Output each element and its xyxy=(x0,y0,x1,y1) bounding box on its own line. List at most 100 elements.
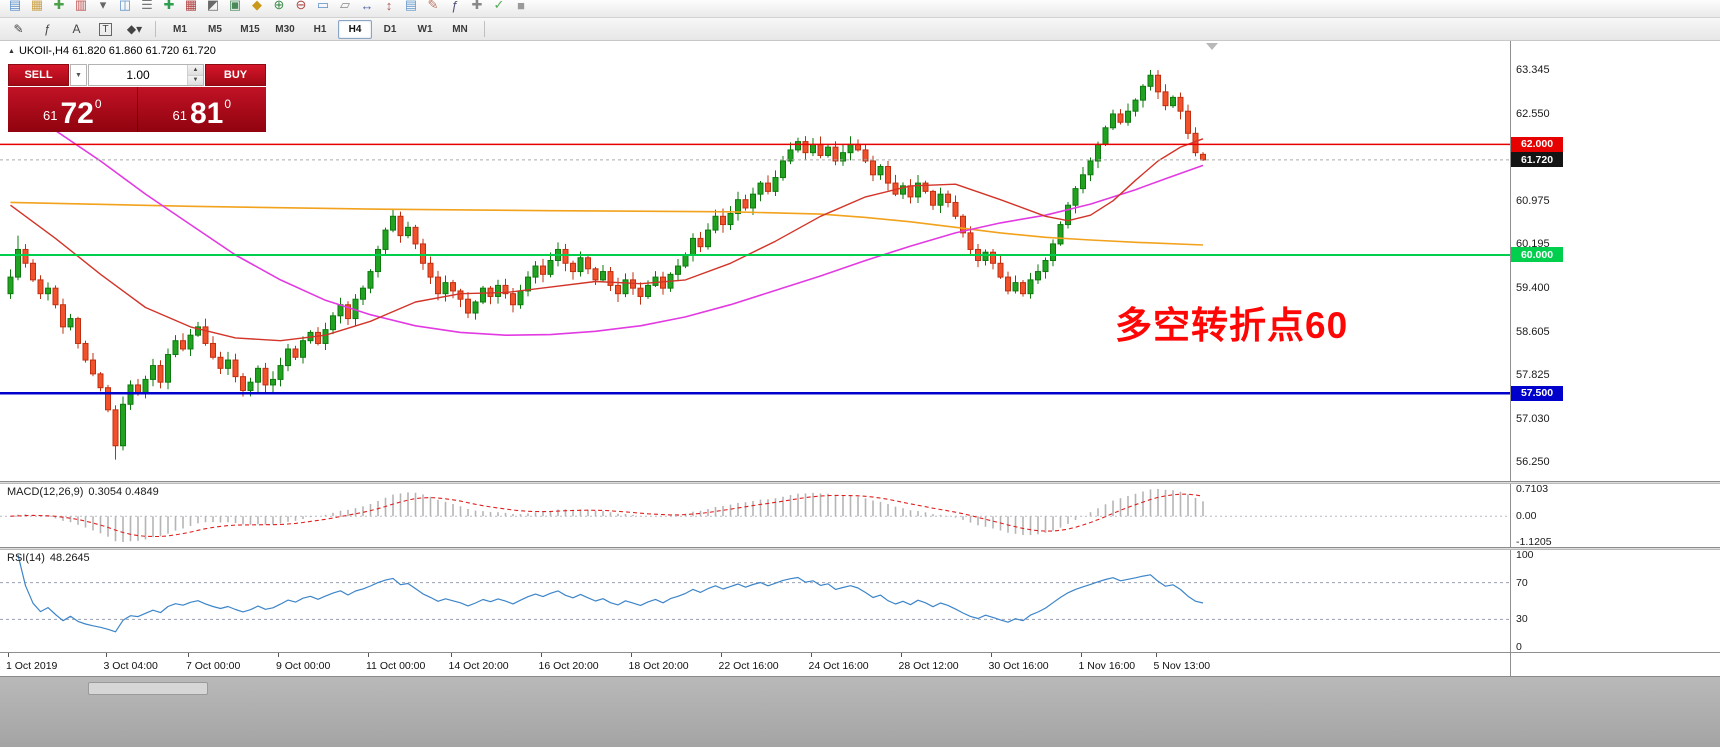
sell-button[interactable]: SELL xyxy=(8,64,69,86)
time-axis-tick xyxy=(105,653,107,657)
indicators-list-icon[interactable]: ƒ xyxy=(451,0,459,13)
time-axis-tick xyxy=(368,653,369,657)
time-axis-label: 1 Oct 2019 xyxy=(6,660,58,672)
order-type-dropdown[interactable]: ▼ xyxy=(70,64,87,86)
new-order-icon[interactable]: ✚ xyxy=(163,0,175,12)
time-axis-label: 22 Oct 16:00 xyxy=(718,660,779,672)
hline-575-tag: 57.500 xyxy=(1511,385,1563,401)
volume-down-button[interactable]: ▼ xyxy=(188,75,203,85)
macd-axis-label: 0.00 xyxy=(1516,510,1537,523)
text-icon[interactable]: A xyxy=(63,19,90,39)
rsi-panel[interactable]: RSI(14) 48.2645 100 70 30 0 xyxy=(0,549,1720,653)
timeframes-group: M1 M5 M15 M30 H1 H4 D1 W1 MN xyxy=(163,19,477,39)
options-icon[interactable]: ■ xyxy=(517,0,525,13)
price-axis-label: 60.195 xyxy=(1516,238,1550,251)
timeframe-m1[interactable]: M1 xyxy=(173,23,187,35)
hline-60-tag: 60.000 xyxy=(1511,247,1563,263)
candlestick-chart[interactable] xyxy=(0,41,1510,481)
price-axis-label: 57.030 xyxy=(1516,413,1550,426)
bid-price: 61 72 0 xyxy=(8,87,138,132)
time-axis-label: 18 Oct 20:00 xyxy=(628,660,689,672)
zoom-in-icon[interactable]: ⊕ xyxy=(273,0,285,12)
documents-icon[interactable]: ▤ xyxy=(404,0,418,12)
dropdown-icon[interactable]: ▾ xyxy=(99,0,107,12)
timeframe-m15[interactable]: M15 xyxy=(240,23,260,35)
text-icon: A xyxy=(72,22,81,36)
volume-box: ▲ ▼ xyxy=(88,64,204,86)
collapse-arrow-icon[interactable]: ▲ xyxy=(8,47,15,55)
timeframe-m5[interactable]: M5 xyxy=(208,23,222,35)
volume-up-button[interactable]: ▲ xyxy=(188,65,203,76)
timeframe-h4[interactable]: H4 xyxy=(338,19,372,39)
time-axis-tick xyxy=(8,653,9,657)
navigator-icon[interactable]: ◫ xyxy=(118,0,132,12)
volume-input[interactable] xyxy=(89,65,187,85)
price-axis-label: 56.250 xyxy=(1516,456,1550,469)
chart-shift-marker[interactable] xyxy=(1206,43,1218,50)
profiles-icon[interactable]: ▦ xyxy=(30,0,44,12)
shapes-icon[interactable]: ◆▾ xyxy=(121,19,148,39)
macd-chart[interactable] xyxy=(0,484,1510,547)
autotrading-icon[interactable]: ▦ xyxy=(184,0,198,12)
chart-area[interactable]: ▲ UKOIl-,H4 61.820 61.860 61.720 61.720 … xyxy=(0,41,1720,481)
time-axis-label: 9 Oct 00:00 xyxy=(276,660,331,672)
price-axis-label: 60.975 xyxy=(1516,195,1550,208)
text-label-icon: T xyxy=(99,22,112,36)
price-axis-label: 63.345 xyxy=(1516,64,1550,76)
rsi-chart[interactable] xyxy=(0,550,1510,652)
confirm-icon[interactable]: ✓ xyxy=(493,0,505,12)
panel-splitter[interactable] xyxy=(0,481,1720,484)
arrange-icon[interactable]: ▱ xyxy=(340,0,350,12)
bottom-tab[interactable] xyxy=(88,682,208,695)
zoom-out-icon[interactable]: ⊖ xyxy=(295,0,307,12)
trade-panel-controls: SELL ▼ ▲ ▼ BUY xyxy=(8,64,266,86)
drawing-tools-group: ✎ ƒ A T ◆▾ xyxy=(5,19,148,39)
buy-button[interactable]: BUY xyxy=(205,64,266,86)
symbol-ohlc-header: ▲ UKOIl-,H4 61.820 61.860 61.720 61.720 xyxy=(8,45,216,57)
time-axis-tick xyxy=(810,653,812,657)
draw-freehand-icon[interactable]: ✎ xyxy=(5,19,32,39)
bottom-window-edge xyxy=(0,676,1720,747)
chart-annotation-text: 多空转折点60 xyxy=(1115,305,1349,346)
data-window-icon[interactable]: ▥ xyxy=(74,0,88,12)
macd-name: MACD(12,26,9) xyxy=(7,486,84,498)
axis-border xyxy=(1510,41,1511,676)
timeframe-h1[interactable]: H1 xyxy=(313,23,327,35)
template-icon[interactable]: ✎ xyxy=(427,0,439,12)
timeframe-w1[interactable]: W1 xyxy=(417,23,433,35)
indicators-icon[interactable]: ƒ xyxy=(34,19,61,39)
time-axis-label: 11 Oct 00:00 xyxy=(366,660,426,672)
time-axis-label: 5 Nov 13:00 xyxy=(1153,660,1211,672)
chart-line-icon[interactable]: ◆ xyxy=(252,0,262,12)
timeframe-d1[interactable]: D1 xyxy=(383,23,397,35)
volume-spinner: ▲ ▼ xyxy=(187,65,203,85)
timeframe-m30[interactable]: M30 xyxy=(275,23,295,35)
toolbar-separator xyxy=(484,21,485,37)
crosshair-icon[interactable]: ✚ xyxy=(471,0,483,12)
macd-panel[interactable]: MACD(12,26,9) 0.3054 0.4849 0.7103 0.00 -1.… xyxy=(0,483,1720,548)
text-label-icon[interactable]: T xyxy=(92,19,119,39)
time-axis-tick xyxy=(630,653,632,657)
one-click-trading-panel: SELL ▼ ▲ ▼ BUY 61 72 0 61 xyxy=(8,64,266,132)
macd-values: 0.3054 0.4849 xyxy=(88,486,159,498)
market-watch-icon[interactable]: ✚ xyxy=(53,0,65,12)
time-axis[interactable]: 1 Oct 2019 3 Oct 04:00 7 Oct 00:00 9 Oct 00… xyxy=(0,652,1720,676)
time-axis-tick xyxy=(278,653,279,657)
chart-candles-icon[interactable]: ▣ xyxy=(228,0,242,12)
chart-bars-icon[interactable]: ◩ xyxy=(206,0,220,12)
ask-price: 61 81 0 xyxy=(137,87,266,132)
tile-windows-icon[interactable]: ▭ xyxy=(316,0,330,12)
shapes-icon: ◆▾ xyxy=(126,22,143,36)
scroll-end-icon[interactable]: ↔ xyxy=(360,0,374,13)
new-chart-icon[interactable]: ▤ xyxy=(8,0,22,12)
macd-axis-label: 0.7103 xyxy=(1516,483,1549,495)
time-axis-tick xyxy=(450,653,452,657)
panel-splitter[interactable] xyxy=(0,547,1720,550)
toolbar-top: ▤ ▦ ✚ ▥ ▾ ◫ ☰ ✚ ▦ ◩ ▣ ◆ ⊕ ⊖ ▭ ▱ ↔ ↕ ▤ ✎ ƒ ✚ ✓ ■ xyxy=(0,0,1720,18)
price-axis-label: 59.400 xyxy=(1516,282,1550,295)
rsi-value: 48.2645 xyxy=(49,552,90,564)
shift-icon[interactable]: ↕ xyxy=(385,0,393,13)
bid-pips: 72 xyxy=(60,97,94,130)
terminal-icon[interactable]: ☰ xyxy=(141,0,153,12)
timeframe-mn[interactable]: MN xyxy=(452,23,468,35)
